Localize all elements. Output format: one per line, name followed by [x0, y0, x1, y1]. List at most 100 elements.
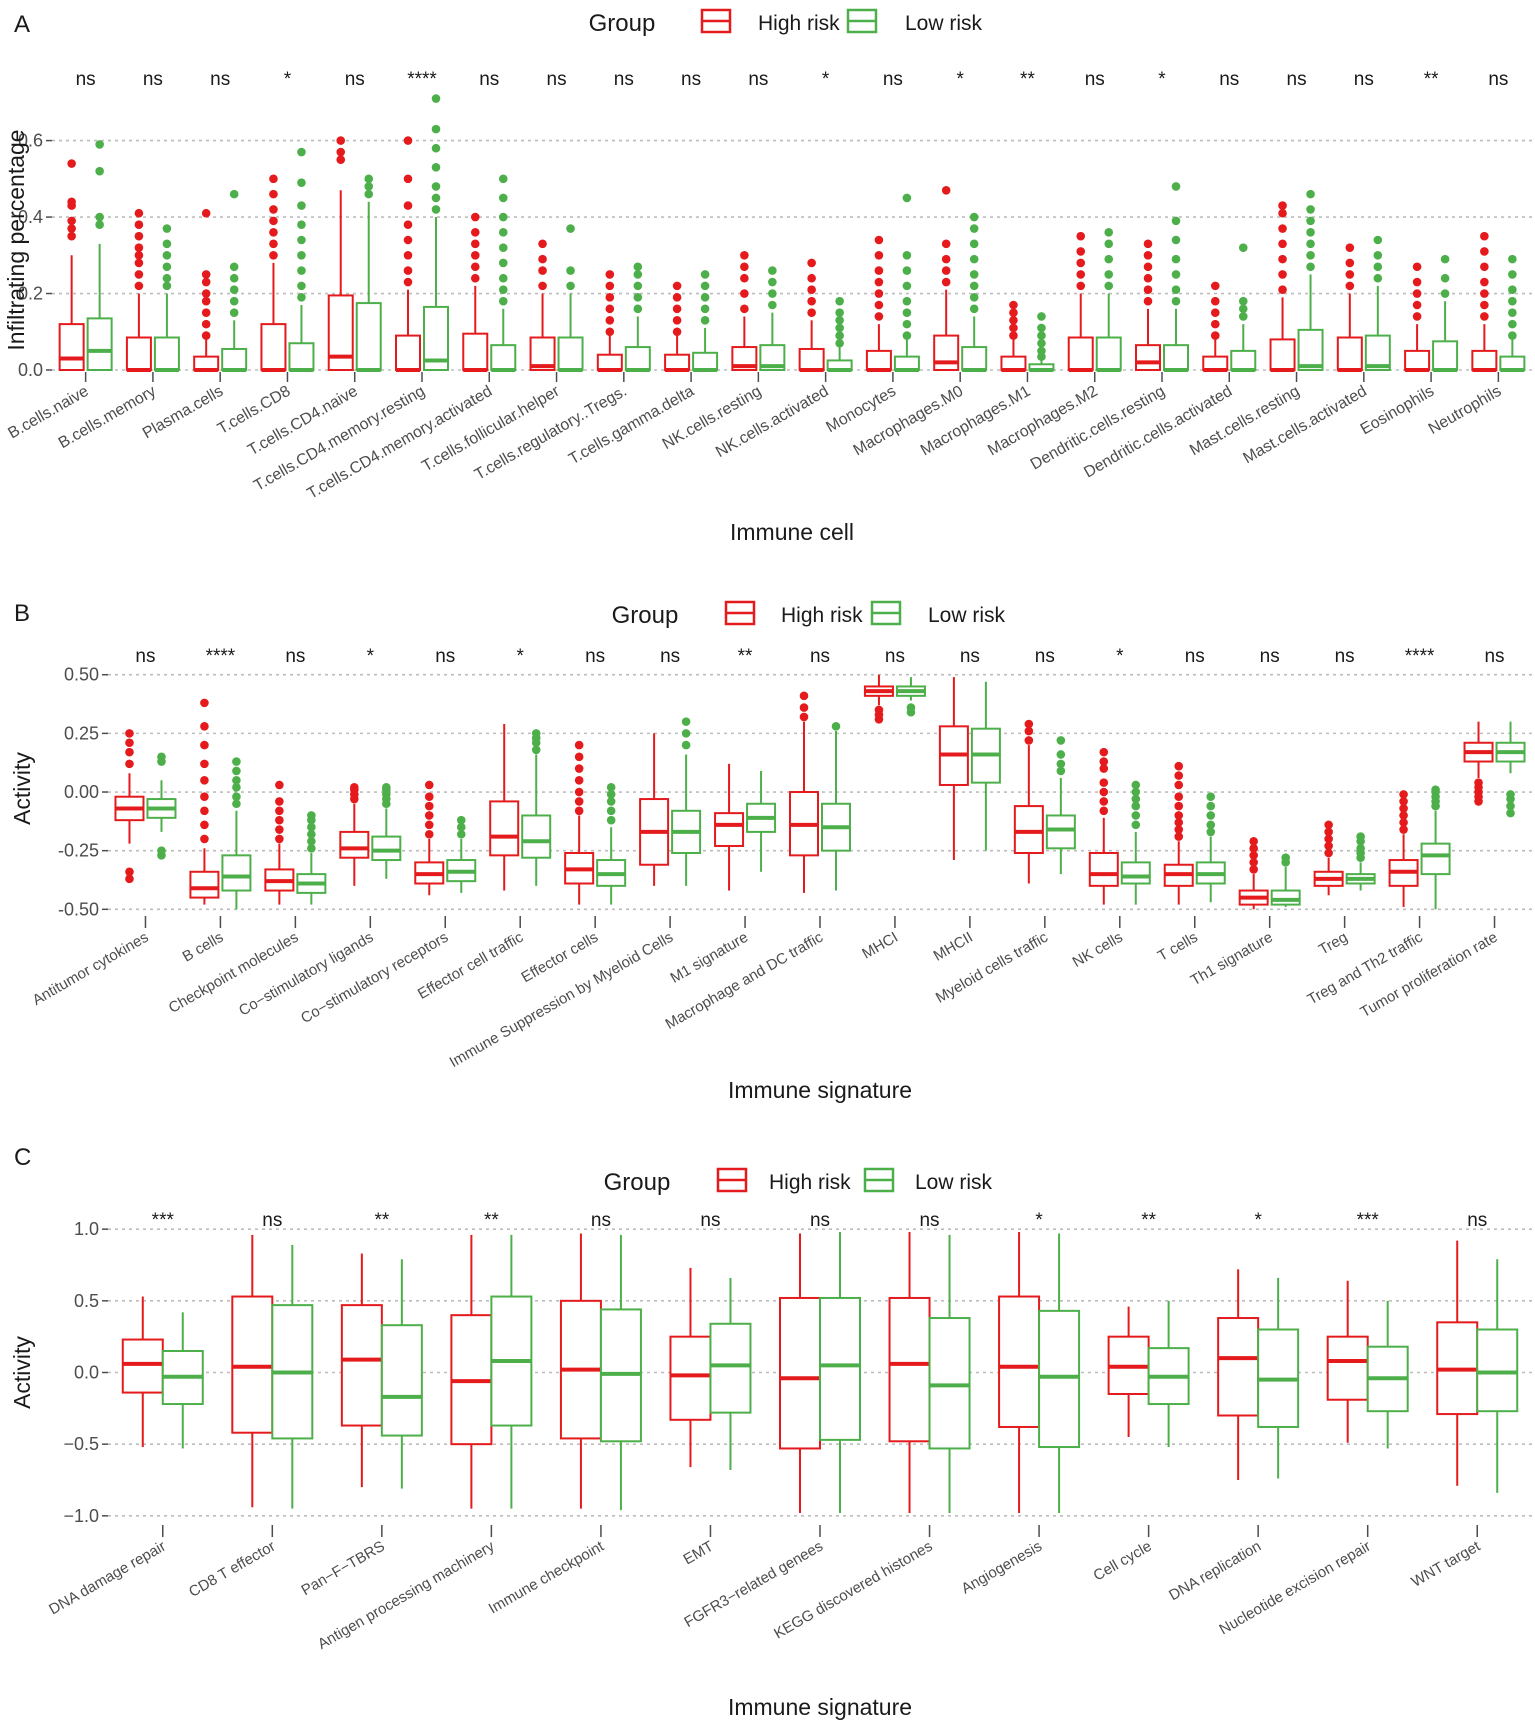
- box-iqr: [260, 323, 287, 371]
- box-iqr: [1471, 349, 1498, 372]
- box-low: [709, 1277, 752, 1470]
- outlier-point: [134, 258, 144, 268]
- box-high: [664, 281, 691, 372]
- outlier-point: [200, 740, 209, 750]
- y-tick-label: 0.0: [74, 1363, 99, 1383]
- outlier-point: [269, 189, 278, 199]
- outlier-point: [431, 205, 441, 214]
- outlier-point: [269, 216, 278, 226]
- box-high: [1067, 231, 1094, 372]
- outlier-point: [162, 281, 172, 291]
- outlier-point: [874, 250, 884, 260]
- outlier-point: [1171, 296, 1181, 306]
- outlier-point: [498, 296, 508, 306]
- box-low: [1366, 1300, 1409, 1449]
- outlier-point: [1009, 300, 1018, 310]
- box-high: [938, 677, 969, 861]
- outlier-point: [1131, 787, 1141, 797]
- outlier-point: [1508, 296, 1517, 306]
- outlier-point: [902, 331, 912, 340]
- outlier-point: [1174, 832, 1184, 841]
- box-low: [1432, 254, 1459, 372]
- outlier-point: [1076, 231, 1086, 241]
- outlier-point: [672, 304, 682, 314]
- box-iqr: [58, 323, 85, 371]
- box-iqr: [395, 334, 421, 371]
- box-iqr: [193, 355, 220, 371]
- outlier-point: [1099, 797, 1109, 806]
- box-high: [1326, 1280, 1369, 1443]
- category-label: MHCI: [859, 929, 901, 963]
- outlier-point: [902, 319, 912, 329]
- y-tick-label: 0.6: [18, 131, 43, 151]
- outlier-point: [969, 281, 979, 291]
- box-iqr: [86, 317, 113, 371]
- box-high: [863, 674, 894, 724]
- box-high: [1436, 1240, 1479, 1486]
- outlier-point: [1506, 790, 1515, 799]
- outlier-point: [95, 212, 104, 222]
- outlier-point: [1399, 811, 1408, 820]
- outlier-point: [672, 281, 682, 291]
- category-label: Checkpoint molecules: [166, 929, 302, 1017]
- box-iqr: [1270, 889, 1301, 906]
- box-low: [759, 266, 786, 372]
- box-iqr: [288, 342, 315, 371]
- significance-label: ns: [885, 646, 905, 667]
- significance-label: ns: [1484, 646, 1504, 667]
- outlier-point: [906, 703, 916, 712]
- outlier-point: [874, 312, 884, 321]
- box-low: [490, 174, 517, 372]
- outlier-point: [95, 140, 104, 149]
- outlier-point: [134, 270, 144, 279]
- y-tick-label: 0.00: [64, 782, 99, 802]
- category-label: NK.cells.activated: [713, 383, 832, 461]
- box-high: [114, 729, 145, 884]
- outlier-point: [902, 193, 912, 203]
- outlier-point: [672, 315, 682, 325]
- outlier-point: [1171, 182, 1181, 191]
- outlier-point: [902, 308, 912, 317]
- outlier-point: [799, 691, 809, 701]
- box-high: [260, 174, 287, 372]
- outlier-point: [364, 174, 374, 184]
- box-iqr: [1013, 805, 1044, 855]
- outlier-point: [307, 829, 316, 839]
- outlier-point: [201, 208, 211, 218]
- category-label: Antigen processing machinery: [315, 1537, 498, 1652]
- outlier-point: [1373, 235, 1383, 245]
- outlier-point: [902, 250, 912, 260]
- outlier-point: [874, 277, 884, 287]
- category-label: Mast.cells.resting: [1187, 383, 1303, 460]
- outlier-point: [969, 239, 979, 249]
- outlier-point: [1024, 736, 1034, 745]
- outlier-point: [969, 270, 979, 279]
- box-high: [58, 159, 85, 371]
- outlier-point: [201, 319, 211, 329]
- significance-label: ns: [345, 69, 365, 90]
- box-high: [327, 136, 354, 371]
- outlier-point: [307, 811, 316, 820]
- outlier-point: [1009, 315, 1018, 325]
- outlier-point: [1037, 323, 1046, 333]
- category-label: Immune checkpoint: [486, 1537, 608, 1617]
- outlier-point: [336, 136, 346, 145]
- box-low: [380, 1259, 423, 1489]
- outlier-point: [1206, 811, 1216, 820]
- outlier-point: [1099, 747, 1109, 757]
- outlier-point: [1131, 820, 1141, 830]
- legend-title: Group: [612, 602, 679, 629]
- outlier-point: [125, 867, 134, 877]
- outlier-point: [1278, 285, 1287, 295]
- y-tick-label: 0.4: [18, 207, 43, 227]
- outlier-point: [740, 262, 749, 272]
- box-iqr: [1326, 1335, 1369, 1401]
- box-iqr: [462, 332, 489, 372]
- legend: Group High risk Low risk: [589, 8, 983, 37]
- outlier-point: [605, 293, 615, 302]
- outlier-point: [1210, 281, 1220, 291]
- y-tick-label: -0.25: [58, 841, 99, 861]
- box-high: [125, 208, 152, 372]
- outlier-point: [307, 844, 316, 853]
- box-iqr: [1269, 338, 1296, 372]
